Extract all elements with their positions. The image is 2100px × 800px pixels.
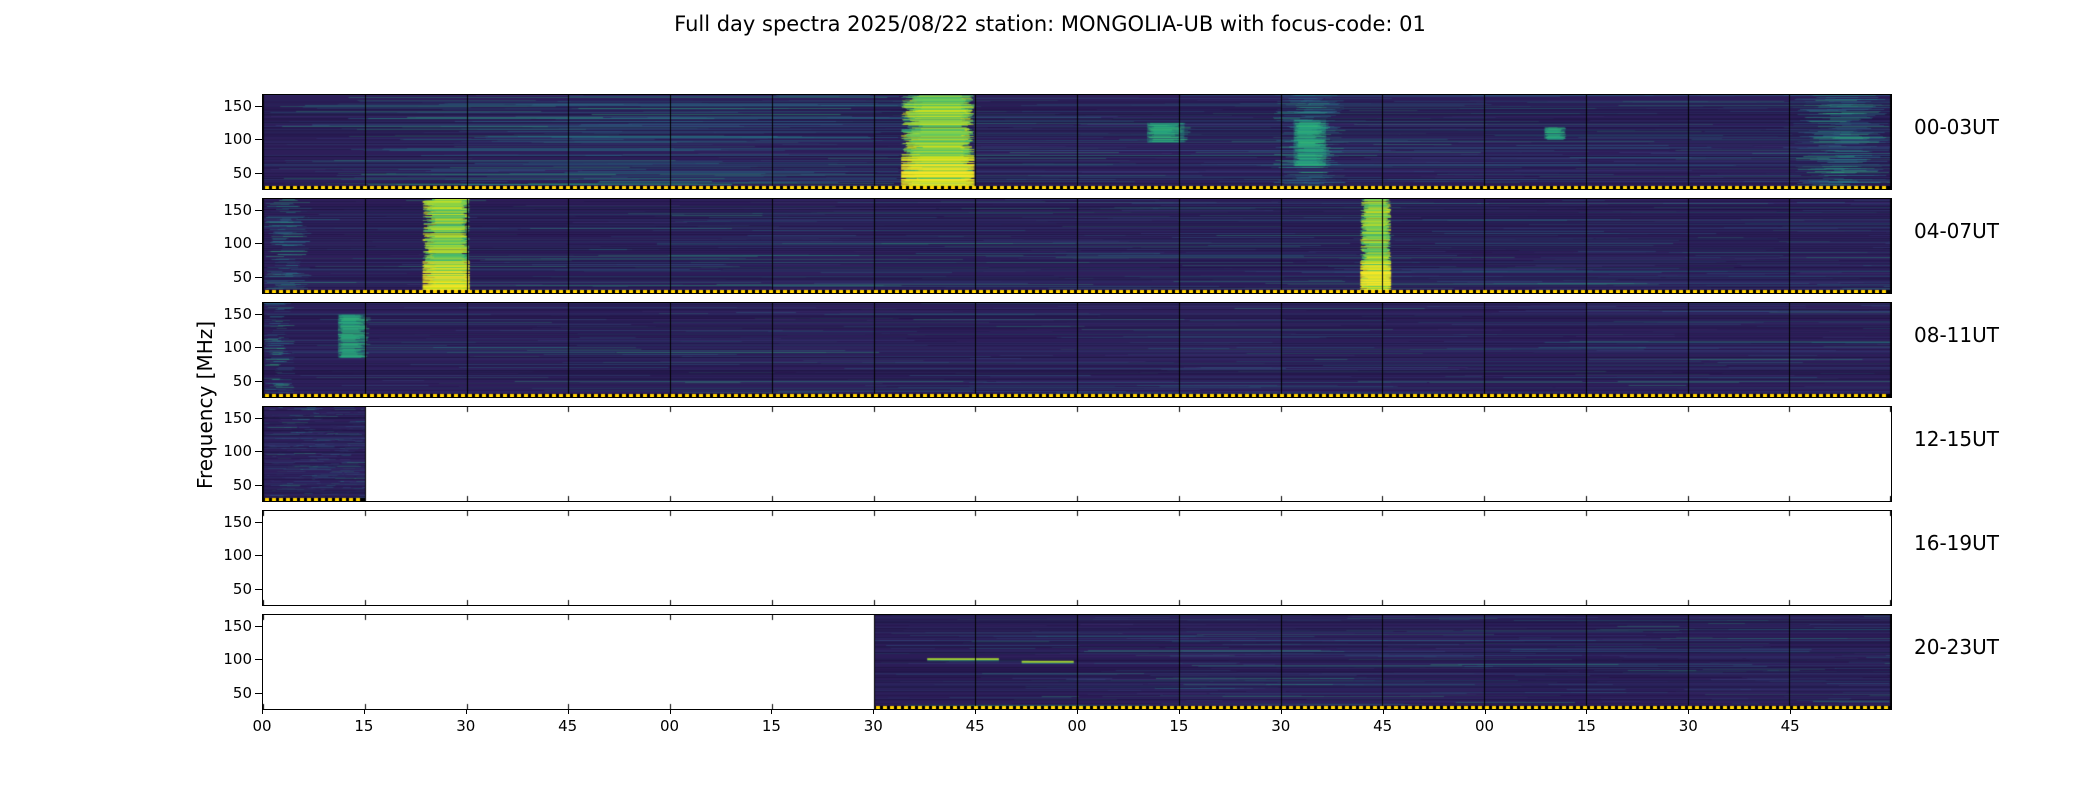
spectrogram-canvas-20-23UT [263, 615, 1891, 709]
spectrogram-panel-16-19UT [262, 510, 1892, 606]
time-tick-mark [1178, 710, 1180, 714]
time-tick-label: 30 [1678, 717, 1698, 735]
freq-tick-label: 50 [232, 267, 252, 286]
time-tick-mark [1688, 710, 1690, 714]
freq-tick-mark [255, 276, 262, 278]
freq-tick-label: 50 [232, 475, 252, 494]
time-tick-label: 15 [1169, 717, 1189, 735]
spectrogram-panel-08-11UT [262, 302, 1892, 398]
freq-tick-mark [255, 451, 262, 453]
freq-tick-mark [255, 380, 262, 382]
time-tick-mark [567, 710, 569, 714]
freq-tick-label: 100 [223, 546, 252, 565]
time-tick-label: 45 [965, 717, 985, 735]
spectrogram-canvas-08-11UT [263, 303, 1891, 397]
row-label-12-15UT: 12-15UT [1914, 427, 1999, 451]
row-label-08-11UT: 08-11UT [1914, 323, 1999, 347]
time-tick-label: 45 [558, 717, 578, 735]
time-tick-label: 45 [1373, 717, 1393, 735]
spectrogram-panel-04-07UT [262, 198, 1892, 294]
freq-tick-mark [255, 588, 262, 590]
spectrogram-panel-00-03UT [262, 94, 1892, 190]
freq-tick-mark [255, 692, 262, 694]
freq-tick-label: 150 [223, 200, 252, 219]
freq-tick-label: 100 [223, 442, 252, 461]
time-tick-mark [771, 710, 773, 714]
freq-tick-mark [255, 105, 262, 107]
freq-tick-label: 150 [223, 96, 252, 115]
spectrogram-canvas-12-15UT [263, 407, 1891, 501]
freq-tick-mark [255, 625, 262, 627]
time-tick-mark [1382, 710, 1384, 714]
spectrogram-panel-20-23UT [262, 614, 1892, 710]
time-tick-mark [1790, 710, 1792, 714]
freq-tick-mark [255, 243, 262, 245]
row-label-20-23UT: 20-23UT [1914, 635, 1999, 659]
time-tick-mark [363, 710, 365, 714]
freq-tick-mark [255, 209, 262, 211]
row-label-00-03UT: 00-03UT [1914, 115, 1999, 139]
row-label-16-19UT: 16-19UT [1914, 531, 1999, 555]
freq-tick-label: 100 [223, 234, 252, 253]
spectrogram-canvas-00-03UT [263, 95, 1891, 189]
time-tick-label: 15 [761, 717, 781, 735]
chart-title: Full day spectra 2025/08/22 station: MON… [674, 12, 1426, 36]
time-tick-label: 15 [1576, 717, 1596, 735]
time-tick-label: 00 [1067, 717, 1087, 735]
time-tick-mark [873, 710, 875, 714]
freq-tick-label: 100 [223, 338, 252, 357]
row-label-04-07UT: 04-07UT [1914, 219, 1999, 243]
freq-tick-label: 150 [223, 304, 252, 323]
time-tick-label: 00 [252, 717, 272, 735]
freq-tick-mark [255, 521, 262, 523]
freq-tick-label: 150 [223, 616, 252, 635]
freq-tick-label: 50 [232, 579, 252, 598]
time-tick-mark [1280, 710, 1282, 714]
time-tick-label: 30 [1271, 717, 1291, 735]
time-tick-label: 30 [863, 717, 883, 735]
freq-tick-label: 150 [223, 408, 252, 427]
freq-tick-mark [255, 417, 262, 419]
spectrogram-canvas-04-07UT [263, 199, 1891, 293]
freq-tick-label: 50 [232, 683, 252, 702]
time-tick-label: 00 [1474, 717, 1495, 735]
time-tick-label: 30 [456, 717, 476, 735]
freq-tick-mark [255, 172, 262, 174]
freq-tick-mark [255, 313, 262, 315]
freq-tick-label: 100 [223, 130, 252, 149]
spectrogram-panel-12-15UT [262, 406, 1892, 502]
time-tick-mark [262, 710, 263, 714]
spectrogram-canvas-16-19UT [263, 511, 1891, 605]
time-tick-mark [1484, 710, 1486, 714]
time-tick-mark [1077, 710, 1078, 714]
time-tick-label: 45 [1780, 717, 1800, 735]
freq-tick-mark [255, 555, 262, 557]
freq-tick-mark [255, 139, 262, 141]
time-tick-label: 00 [659, 717, 680, 735]
freq-tick-mark [255, 484, 262, 486]
freq-tick-label: 100 [223, 650, 252, 669]
time-tick-mark [465, 710, 467, 714]
freq-tick-mark [255, 659, 262, 661]
time-tick-mark [975, 710, 977, 714]
time-tick-mark [1586, 710, 1588, 714]
freq-tick-label: 150 [223, 512, 252, 531]
freq-tick-label: 50 [232, 163, 252, 182]
freq-tick-label: 50 [232, 371, 252, 390]
time-tick-label: 15 [354, 717, 374, 735]
freq-tick-mark [255, 347, 262, 349]
time-tick-mark [669, 710, 671, 714]
